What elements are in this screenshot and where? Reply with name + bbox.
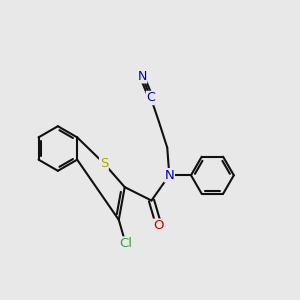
Text: Cl: Cl xyxy=(119,237,132,250)
Text: O: O xyxy=(154,219,164,232)
Text: C: C xyxy=(146,92,155,104)
Text: N: N xyxy=(164,169,174,182)
Text: S: S xyxy=(100,157,108,170)
Text: N: N xyxy=(137,70,147,83)
